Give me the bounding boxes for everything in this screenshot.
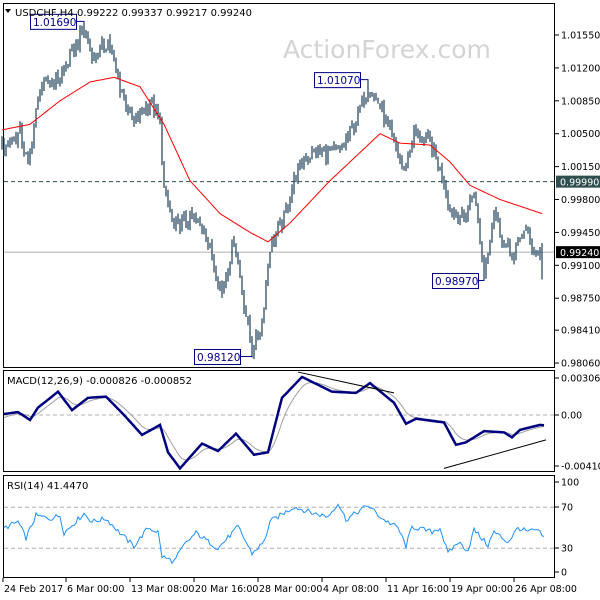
annotation-box	[30, 13, 77, 30]
price-level-label: 0.99990	[560, 178, 599, 189]
macd-tick-label: -0.004104	[561, 462, 600, 473]
price-tick-label: 1.00850	[561, 96, 600, 107]
rsi-tick-label: 0	[561, 568, 567, 579]
annotation-leader	[76, 20, 85, 22]
annotation-label: 0.98970	[435, 276, 478, 288]
x-tick-label: 24 Feb 2017	[4, 584, 63, 595]
annotation-label: 1.01690	[33, 17, 76, 29]
watermark: ActionForex.com	[283, 35, 491, 64]
price-level-badge	[556, 175, 600, 188]
annotation-leader	[478, 277, 485, 281]
x-tick-label: 4 Apr 08:00	[323, 584, 379, 595]
symbol-label: USDCHF,H4	[15, 8, 74, 19]
annotation-leader	[360, 79, 369, 81]
x-tick-label: 28 Mar 00:00	[259, 584, 322, 595]
x-tick-label: 19 Apr 00:00	[451, 584, 513, 595]
price-tick-label: 1.01550	[561, 31, 600, 42]
price-tick-label: 0.98410	[561, 326, 600, 337]
annotation-box	[194, 349, 241, 365]
price-tick-label: 0.98750	[561, 294, 600, 305]
price-tick-label: 0.99450	[561, 228, 600, 239]
macd-line	[3, 375, 545, 471]
macd-label: MACD(12,26,9) -0.000826 -0.000852	[7, 376, 192, 387]
price-tick-label: 1.00150	[561, 162, 600, 173]
price-tick-label: 0.98060	[561, 359, 600, 370]
moving-average-line	[1, 76, 543, 243]
price-tick-label: 1.01200	[561, 63, 600, 74]
price-bars	[1, 21, 543, 360]
rsi-panel[interactable]	[3, 475, 555, 578]
annotation-box	[314, 72, 361, 89]
price-tick-label: 0.99800	[561, 195, 600, 206]
annotation-label: 1.01070	[317, 75, 360, 87]
x-tick-label: 6 Mar 00:00	[67, 584, 124, 595]
rsi-tick-label: 70	[561, 503, 573, 514]
annotation-box	[432, 273, 479, 289]
price-tick-label: 0.99100	[561, 261, 600, 272]
rsi-line	[3, 503, 545, 565]
rsi-label: RSI(14) 41.4470	[7, 481, 88, 492]
x-tick-label: 26 Apr 08:00	[515, 584, 577, 595]
price-level-badge	[556, 246, 600, 259]
annotation-leader	[240, 356, 253, 358]
macd-signal-line	[3, 381, 545, 461]
macd-trendline	[443, 439, 547, 469]
macd-panel[interactable]	[3, 370, 555, 472]
macd-tick-label: 0.00	[561, 411, 582, 422]
price-level-label: 0.99240	[560, 248, 599, 259]
price-tick-label: 1.00500	[561, 129, 600, 140]
rsi-tick-label: 30	[561, 544, 573, 555]
x-tick-label: 20 Mar 16:00	[195, 584, 258, 595]
price-panel[interactable]	[3, 3, 555, 368]
rsi-tick-label: 100	[561, 478, 579, 489]
macd-tick-label: 0.003063	[561, 374, 600, 385]
ohlc-values: 0.99222 0.99337 0.99217 0.99240	[77, 8, 252, 19]
annotation-label: 0.98120	[197, 352, 240, 364]
macd-trendline	[297, 371, 395, 394]
x-tick-label: 11 Apr 16:00	[387, 584, 449, 595]
triangle-down-icon[interactable]	[5, 9, 11, 13]
x-tick-label: 13 Mar 08:00	[131, 584, 194, 595]
